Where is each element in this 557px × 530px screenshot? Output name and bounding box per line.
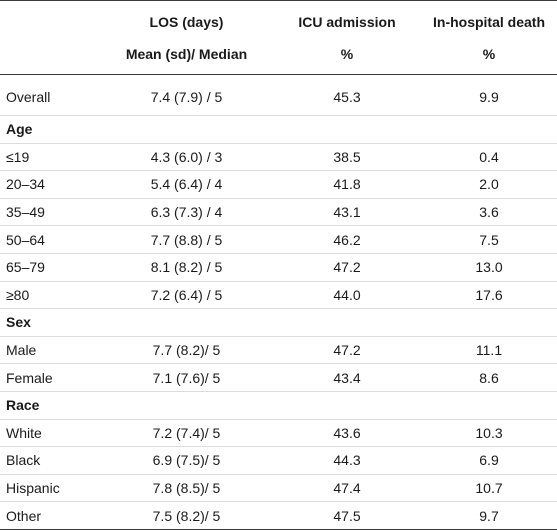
- header-icu-title: ICU admission: [273, 0, 421, 37]
- row-label: 20–34: [0, 170, 100, 199]
- los-cell: 5.4 (6.4) / 4: [100, 170, 273, 199]
- header-icu-subtitle: %: [273, 37, 421, 75]
- los-cell: 7.8 (8.5)/ 5: [100, 474, 273, 503]
- table-row: Male 7.7 (8.2)/ 5 47.2 11.1: [0, 336, 557, 365]
- death-cell: 6.9: [421, 446, 557, 475]
- los-cell: 7.4 (7.9) / 5: [100, 74, 273, 116]
- icu-cell: 47.2: [273, 253, 421, 282]
- los-cell: 4.3 (6.0) / 3: [100, 143, 273, 172]
- table-row: Black 6.9 (7.5)/ 5 44.3 6.9: [0, 446, 557, 475]
- icu-cell: 44.0: [273, 281, 421, 310]
- section-header-row: Race: [0, 391, 557, 420]
- row-label: Male: [0, 336, 100, 365]
- header-empty-cell: [0, 0, 100, 37]
- header-los-title: LOS (days): [100, 0, 273, 37]
- table-row: 65–79 8.1 (8.2) / 5 47.2 13.0: [0, 253, 557, 282]
- section-header-row: Age: [0, 115, 557, 144]
- table-row: 50–64 7.7 (8.8) / 5 46.2 7.5: [0, 225, 557, 254]
- row-label: Black: [0, 446, 100, 475]
- los-cell: 7.5 (8.2)/ 5: [100, 501, 273, 530]
- icu-cell: 47.4: [273, 474, 421, 503]
- row-label: 35–49: [0, 198, 100, 227]
- death-cell: 10.7: [421, 474, 557, 503]
- row-label: 50–64: [0, 225, 100, 254]
- icu-cell: 44.3: [273, 446, 421, 475]
- table-row: 35–49 6.3 (7.3) / 4 43.1 3.6: [0, 198, 557, 227]
- section-title: Age: [0, 115, 557, 144]
- section-title: Sex: [0, 308, 557, 337]
- death-cell: 17.6: [421, 281, 557, 310]
- table-row: Female 7.1 (7.6)/ 5 43.4 8.6: [0, 363, 557, 392]
- row-label: Overall: [0, 74, 100, 116]
- row-label: Hispanic: [0, 474, 100, 503]
- icu-cell: 41.8: [273, 170, 421, 199]
- icu-cell: 46.2: [273, 225, 421, 254]
- death-cell: 9.7: [421, 501, 557, 530]
- death-cell: 3.6: [421, 198, 557, 227]
- header-los-subtitle: Mean (sd)/ Median: [100, 37, 273, 75]
- death-cell: 9.9: [421, 74, 557, 116]
- los-cell: 7.2 (6.4) / 5: [100, 281, 273, 310]
- death-cell: 13.0: [421, 253, 557, 282]
- table-row-overall: Overall 7.4 (7.9) / 5 45.3 9.9: [0, 74, 557, 116]
- row-label: Female: [0, 363, 100, 392]
- row-label: 65–79: [0, 253, 100, 282]
- table-row: White 7.2 (7.4)/ 5 43.6 10.3: [0, 419, 557, 448]
- table-row: Other 7.5 (8.2)/ 5 47.5 9.7: [0, 501, 557, 530]
- death-cell: 8.6: [421, 363, 557, 392]
- icu-cell: 38.5: [273, 143, 421, 172]
- section-title: Race: [0, 391, 557, 420]
- los-cell: 7.1 (7.6)/ 5: [100, 363, 273, 392]
- row-label: White: [0, 419, 100, 448]
- icu-cell: 43.4: [273, 363, 421, 392]
- los-cell: 8.1 (8.2) / 5: [100, 253, 273, 282]
- icu-cell: 47.5: [273, 501, 421, 530]
- death-cell: 11.1: [421, 336, 557, 365]
- row-label: Other: [0, 501, 100, 530]
- death-cell: 0.4: [421, 143, 557, 172]
- los-cell: 6.3 (7.3) / 4: [100, 198, 273, 227]
- table-row: ≥80 7.2 (6.4) / 5 44.0 17.6: [0, 281, 557, 310]
- icu-cell: 43.1: [273, 198, 421, 227]
- death-cell: 2.0: [421, 170, 557, 199]
- table-row: Hispanic 7.8 (8.5)/ 5 47.4 10.7: [0, 474, 557, 503]
- row-label: ≥80: [0, 281, 100, 310]
- table-body: Overall 7.4 (7.9) / 5 45.3 9.9 Age ≤19 4.3…: [0, 74, 557, 530]
- icu-cell: 45.3: [273, 74, 421, 116]
- header-empty-cell: [0, 37, 100, 75]
- death-cell: 10.3: [421, 419, 557, 448]
- los-cell: 7.7 (8.8) / 5: [100, 225, 273, 254]
- los-cell: 6.9 (7.5)/ 5: [100, 446, 273, 475]
- icu-cell: 47.2: [273, 336, 421, 365]
- header-death-subtitle: %: [421, 37, 557, 75]
- header-death-title: In-hospital death: [421, 0, 557, 37]
- row-label: ≤19: [0, 143, 100, 172]
- death-cell: 7.5: [421, 225, 557, 254]
- table-header: LOS (days) ICU admission In-hospital dea…: [0, 0, 557, 75]
- section-header-row: Sex: [0, 308, 557, 337]
- los-cell: 7.7 (8.2)/ 5: [100, 336, 273, 365]
- icu-cell: 43.6: [273, 419, 421, 448]
- table-row: ≤19 4.3 (6.0) / 3 38.5 0.4: [0, 143, 557, 172]
- table-row: 20–34 5.4 (6.4) / 4 41.8 2.0: [0, 170, 557, 199]
- los-cell: 7.2 (7.4)/ 5: [100, 419, 273, 448]
